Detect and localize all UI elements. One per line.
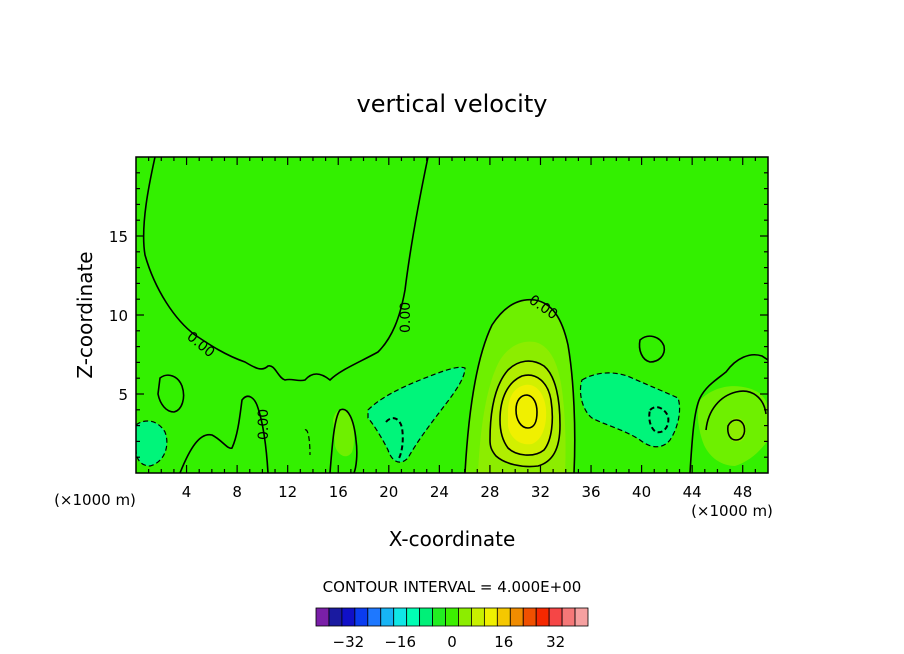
contour-interval-text: CONTOUR INTERVAL = 4.000E+00 (323, 578, 582, 596)
y-tick-label: 5 (118, 386, 128, 404)
contour-updraft-3 (499, 374, 554, 456)
colorbar-swatch (380, 607, 395, 627)
contour-16km (329, 408, 358, 473)
contour-48km (705, 390, 767, 431)
contour-blob-right (638, 335, 666, 363)
x-tick-label: 8 (232, 483, 242, 501)
colorbar-swatch (548, 607, 563, 627)
colorbar-swatch (393, 607, 408, 627)
neg-contour-38km (579, 372, 681, 448)
contour-right-edge (689, 354, 768, 473)
colorbar-swatch (574, 607, 589, 627)
downdraft-region-22km (368, 367, 465, 463)
colorbar-swatch (315, 607, 330, 627)
x-tick-label: 48 (733, 483, 752, 501)
y-axis: 5 10 15 (109, 172, 768, 458)
colorbar: −32 −16 0 16 32 (315, 607, 589, 651)
colorbar-swatch (496, 607, 511, 627)
colorbar-swatch (419, 607, 433, 627)
x-units-left: (×1000 m) (54, 491, 136, 509)
colorbar-swatch (458, 607, 472, 627)
contour-48km-core (727, 419, 746, 441)
updraft-core (508, 384, 547, 445)
x-tick-label: 12 (278, 483, 297, 501)
colorbar-tick-label: 0 (447, 633, 457, 651)
colorbar-swatch (509, 607, 524, 627)
colorbar-swatch (367, 607, 382, 627)
chart-title: vertical velocity (357, 90, 548, 118)
colorbar-swatch (432, 607, 446, 627)
x-tick-label: 4 (182, 483, 192, 501)
negative-contours (136, 366, 681, 467)
colorbar-swatch (535, 607, 550, 627)
colorbar-swatch (406, 607, 421, 627)
zero-contour-mid-low (179, 395, 269, 473)
zero-contour-left (142, 157, 429, 382)
colorbar-swatch (328, 607, 343, 627)
x-axis-label: X-coordinate (389, 527, 516, 551)
contour-updraft-core (515, 394, 538, 429)
x-tick-label: 28 (480, 483, 499, 501)
colorbar-tick-label: 32 (546, 633, 565, 651)
x-tick-label: 44 (683, 483, 702, 501)
y-tick-label: 15 (109, 228, 128, 246)
x-axis: 4 8 12 16 20 24 28 32 36 40 44 48 (148, 157, 756, 501)
colorbar-swatch (341, 607, 356, 627)
colorbar-swatch (354, 607, 369, 627)
x-units-right: (×1000 m) (691, 502, 773, 520)
y-tick-label: 10 (109, 307, 128, 325)
contour-updraft-2 (489, 360, 561, 468)
contour-label: 0.00 (256, 409, 272, 440)
zero-contour-updraft (464, 298, 576, 473)
x-tick-label: 32 (531, 483, 550, 501)
neg-contour-left (136, 420, 168, 467)
colorbar-tick-label: −16 (384, 633, 416, 651)
contour-blob-left (157, 374, 185, 413)
x-tick-label: 20 (379, 483, 398, 501)
updraft-region-16km (333, 409, 355, 457)
colorbar-swatch (483, 607, 498, 627)
x-tick-label: 16 (329, 483, 348, 501)
contour-label: 0.00 (398, 302, 414, 333)
neg-contour-14km (304, 429, 311, 456)
plot-area (136, 157, 768, 473)
x-tick-label: 36 (581, 483, 600, 501)
y-axis-label: Z-coordinate (73, 251, 97, 378)
downdraft-region-left (136, 420, 167, 466)
colorbar-swatch (445, 607, 459, 627)
colorbar-swatch (561, 607, 576, 627)
contour-lines (142, 157, 768, 473)
colorbar-swatch (471, 607, 485, 627)
neg-contour-22km (367, 366, 466, 463)
updraft-core-48km (727, 418, 747, 442)
colorbar-swatch (522, 607, 537, 627)
x-tick-label: 40 (632, 483, 651, 501)
downdraft-region-38km (580, 372, 680, 447)
colorbar-tick-label: 16 (494, 633, 513, 651)
x-tick-label: 24 (430, 483, 449, 501)
neg-contour-38km-inner (648, 406, 670, 434)
colorbar-tick-label: −32 (333, 633, 365, 651)
